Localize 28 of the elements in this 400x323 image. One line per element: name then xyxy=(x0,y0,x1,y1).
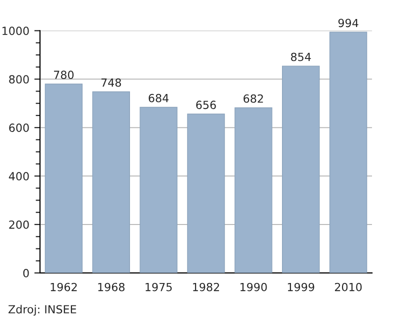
bar xyxy=(187,114,225,273)
y-tick-label: 600 xyxy=(9,124,29,132)
y-tick-label: 200 xyxy=(9,220,29,229)
x-tick-label: 1982 xyxy=(193,282,220,292)
data-label: 854 xyxy=(291,52,311,62)
bar xyxy=(282,66,320,273)
y-tick-label: 400 xyxy=(8,172,29,180)
x-tick-label: 1999 xyxy=(288,282,314,292)
x-tick-label: 1990 xyxy=(240,282,267,292)
data-label: 684 xyxy=(148,94,169,102)
data-label: 682 xyxy=(244,94,263,103)
bar xyxy=(234,107,272,273)
data-label: 780 xyxy=(54,70,74,80)
data-label: 994 xyxy=(338,18,358,28)
bar xyxy=(44,84,83,273)
y-tick-label: 1000 xyxy=(2,26,29,36)
bar xyxy=(329,32,368,273)
x-tick-label: 2010 xyxy=(334,282,362,292)
x-tick-label: 1975 xyxy=(146,282,172,292)
bar xyxy=(140,106,178,273)
bar xyxy=(92,91,130,273)
x-tick-label: 1962 xyxy=(50,282,77,292)
text: Zdroj: INSEE xyxy=(8,304,76,316)
x-tick-label: 1968 xyxy=(98,282,125,292)
data-label: 656 xyxy=(196,100,216,110)
y-tick-label: 800 xyxy=(9,75,29,84)
y-tick-label: 0 xyxy=(23,268,29,278)
data-label: 748 xyxy=(101,78,121,87)
